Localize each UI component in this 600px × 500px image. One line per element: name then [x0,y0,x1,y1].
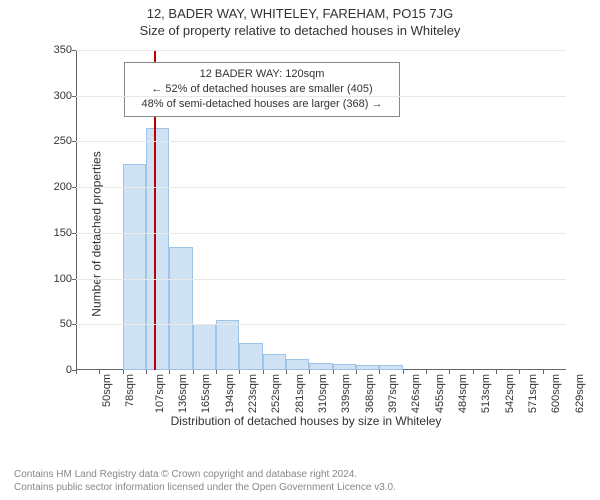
x-tick-mark [403,370,404,374]
y-tick-label: 100 [42,273,72,285]
x-tick-label: 629sqm [574,374,586,413]
x-tick-mark [169,370,170,374]
y-tick-label: 300 [42,90,72,102]
gridline [76,233,566,234]
y-tick-mark [72,96,76,97]
y-tick-label: 350 [42,44,72,56]
annotation-line: ← 52% of detached houses are smaller (40… [133,82,391,97]
x-tick-mark [286,370,287,374]
gridline [76,50,566,51]
annotation-line: 48% of semi-detached houses are larger (… [133,97,391,112]
x-tick-mark [263,370,264,374]
x-tick-mark [519,370,520,374]
x-tick-label: 513sqm [480,374,492,413]
x-tick-mark [333,370,334,374]
gridline [76,279,566,280]
y-tick-label: 0 [42,364,72,376]
gridline [76,141,566,142]
gridline [76,324,566,325]
y-tick-mark [72,233,76,234]
x-axis-title: Distribution of detached houses by size … [36,414,576,428]
x-tick-label: 194sqm [224,374,236,413]
x-tick-mark [473,370,474,374]
x-tick-mark [193,370,194,374]
y-tick-label: 250 [42,135,72,147]
x-tick-label: 107sqm [154,374,166,413]
histogram-bar [239,343,262,370]
histogram-bar [216,320,239,370]
y-tick-mark [72,279,76,280]
y-tick-mark [72,141,76,142]
histogram-bar [309,363,332,370]
x-tick-mark [543,370,544,374]
histogram-bar [286,359,309,370]
x-tick-label: 484sqm [457,374,469,413]
annotation-box: 12 BADER WAY: 120sqm← 52% of detached ho… [124,62,400,117]
x-tick-label: 252sqm [270,374,282,413]
x-tick-mark [356,370,357,374]
gridline [76,187,566,188]
x-tick-mark [76,370,77,374]
x-tick-mark [379,370,380,374]
x-tick-label: 136sqm [177,374,189,413]
x-tick-mark [496,370,497,374]
histogram-bar [356,365,379,370]
footer-attribution: Contains HM Land Registry data © Crown c… [14,469,396,494]
x-tick-mark [123,370,124,374]
gridline [76,96,566,97]
x-tick-label: 78sqm [124,374,136,407]
footer-line1: Contains HM Land Registry data © Crown c… [14,469,396,482]
y-tick-label: 50 [42,318,72,330]
y-tick-mark [72,324,76,325]
y-tick-label: 150 [42,227,72,239]
y-tick-mark [72,50,76,51]
chart-title-line1: 12, BADER WAY, WHITELEY, FAREHAM, PO15 7… [0,6,600,21]
x-tick-label: 310sqm [317,374,329,413]
x-tick-mark [309,370,310,374]
histogram-bar [123,164,146,370]
chart-area: Number of detached properties 12 BADER W… [36,44,576,424]
histogram-bar [193,324,216,370]
chart-title-block: 12, BADER WAY, WHITELEY, FAREHAM, PO15 7… [0,0,600,38]
y-tick-label: 200 [42,181,72,193]
x-tick-label: 339sqm [340,374,352,413]
x-tick-label: 571sqm [527,374,539,413]
footer-line2: Contains public sector information licen… [14,482,396,495]
x-tick-mark [216,370,217,374]
x-tick-label: 455sqm [434,374,446,413]
x-tick-mark [99,370,100,374]
x-tick-label: 165sqm [200,374,212,413]
x-tick-label: 281sqm [294,374,306,413]
x-tick-mark [239,370,240,374]
x-tick-label: 426sqm [410,374,422,413]
x-tick-label: 50sqm [101,374,113,407]
histogram-bar [333,364,356,370]
histogram-bar [169,247,192,370]
plot-region: 12 BADER WAY: 120sqm← 52% of detached ho… [76,50,566,370]
histogram-bar [263,354,286,370]
x-tick-mark [426,370,427,374]
x-tick-label: 397sqm [387,374,399,413]
annotation-line: 12 BADER WAY: 120sqm [133,67,391,82]
x-tick-mark [146,370,147,374]
x-tick-label: 542sqm [504,374,516,413]
x-tick-mark [449,370,450,374]
chart-title-line2: Size of property relative to detached ho… [0,23,600,38]
histogram-bar [379,365,402,370]
x-tick-label: 368sqm [364,374,376,413]
x-tick-label: 223sqm [247,374,259,413]
histogram-bar [146,128,169,370]
x-tick-label: 600sqm [550,374,562,413]
y-tick-mark [72,187,76,188]
